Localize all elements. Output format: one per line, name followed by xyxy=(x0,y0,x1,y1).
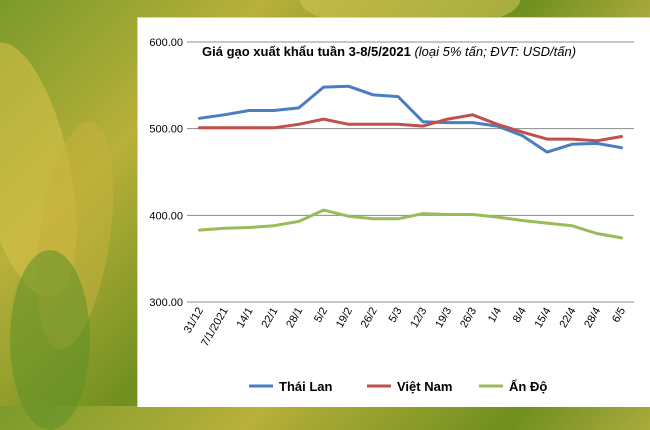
legend-label: Thái Lan xyxy=(279,379,333,394)
chart-panel xyxy=(137,17,650,407)
x-tick-label: 12/3 xyxy=(408,306,429,331)
series-line-1 xyxy=(197,113,624,143)
chart-title-note: (loại 5% tấn; ĐVT: USD/tấn) xyxy=(414,44,577,59)
y-tick-label: 500.00 xyxy=(149,124,183,136)
x-tick-label: 14/1 xyxy=(235,306,256,331)
x-tick-label: 1/4 xyxy=(486,305,504,324)
x-tick-label: 22/1 xyxy=(259,306,280,331)
x-tick-label: 28/1 xyxy=(284,306,305,331)
y-tick-label: 300.00 xyxy=(149,297,183,309)
y-tick-label: 400.00 xyxy=(149,210,183,222)
x-tick-label: 19/2 xyxy=(334,306,355,331)
x-tick-label: 31/12 xyxy=(182,306,206,336)
x-tick-label: 28/4 xyxy=(582,306,603,331)
legend-label: Việt Nam xyxy=(397,379,452,394)
chart-title-main: Giá gạo xuất khẩu tuần 3-8/5/2021 xyxy=(202,44,411,59)
chart-title: Giá gạo xuất khẩu tuần 3-8/5/2021 (loại … xyxy=(202,44,576,59)
x-tick-label: 8/4 xyxy=(511,306,529,325)
x-tick-label: 5/3 xyxy=(387,306,405,325)
series-line-0 xyxy=(197,84,624,154)
y-tick-label: 600.00 xyxy=(149,37,183,49)
x-tick-label: 19/3 xyxy=(433,306,454,331)
x-tick-label: 6/5 xyxy=(610,306,628,325)
legend-label: Ấn Độ xyxy=(509,379,547,394)
x-tick-label: 22/4 xyxy=(557,306,578,331)
x-tick-label: 15/4 xyxy=(533,306,554,331)
x-tick-label: 26/3 xyxy=(458,306,479,331)
x-tick-label: 26/2 xyxy=(359,306,380,331)
series-line-2 xyxy=(197,208,624,240)
x-tick-label: 5/2 xyxy=(312,306,330,325)
